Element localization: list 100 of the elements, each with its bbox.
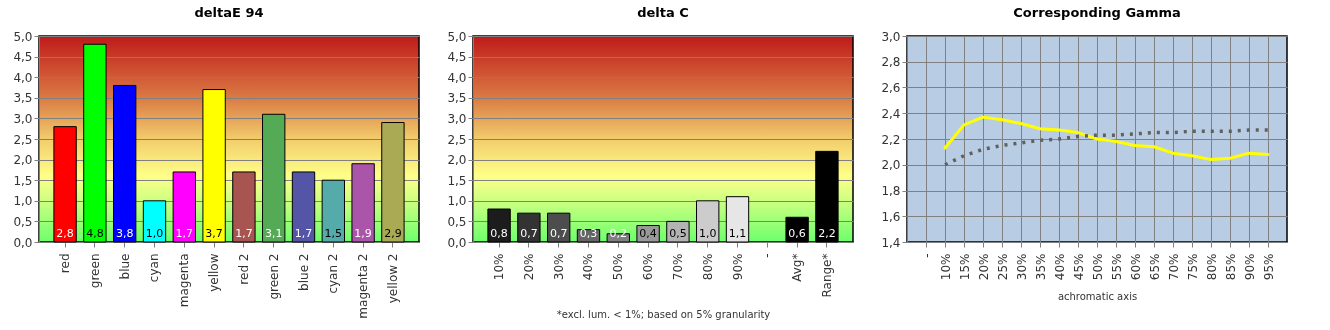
y-tick-label: 3,0 [13, 111, 33, 126]
data-label: 0,7 [520, 227, 538, 240]
data-label: 0,4 [639, 227, 657, 240]
y-tick-label: 1,0 [447, 194, 467, 209]
x-tick-label: red [58, 253, 73, 274]
x-tick-label: 95% [1261, 253, 1276, 281]
data-label: 1,0 [145, 227, 164, 240]
x-tick-label: 50% [611, 253, 626, 281]
x-tick-label: 70% [670, 253, 685, 281]
x-tick-label: yellow [207, 253, 222, 292]
data-label: 0,3 [579, 227, 598, 240]
x-tick-label: 90% [1242, 253, 1257, 281]
x-tick-label: 80% [1204, 253, 1219, 281]
x-tick-label: 40% [581, 253, 596, 281]
x-tick-label: 75% [1185, 253, 1200, 281]
x-tick-label: 80% [700, 253, 715, 281]
chart-title: deltaE 94 [194, 5, 264, 20]
y-tick-label: 2,6 [881, 81, 901, 95]
x-tick-label: red 2 [236, 253, 251, 285]
y-tick-label: 4,0 [447, 70, 467, 85]
data-label: 3,7 [205, 227, 223, 240]
x-tick-label: blue 2 [296, 253, 311, 291]
data-label: 1,7 [294, 227, 313, 240]
x-tick-label: 25% [995, 253, 1010, 281]
x-tick-label: 40% [1052, 253, 1067, 281]
x-tick-label: 45% [1071, 253, 1086, 281]
data-label: 1,9 [354, 227, 372, 240]
data-label: 0,7 [549, 227, 568, 240]
y-tick-label: 2,2 [881, 132, 901, 147]
x-tick-label: Avg* [790, 253, 805, 282]
y-tick-label: 1,5 [13, 173, 33, 188]
y-tick-label: 3,5 [13, 91, 33, 106]
x-tick-label: green 2 [266, 253, 281, 300]
x-tick-label: magenta 2 [356, 253, 371, 319]
data-label: 1,0 [698, 227, 717, 240]
x-tick-label: 30% [1014, 253, 1029, 281]
y-tick-label: 1,4 [881, 235, 901, 250]
x-tick-label: yellow 2 [385, 253, 400, 304]
x-tick-label: green [87, 253, 102, 289]
y-tick-label: 2,0 [881, 158, 901, 173]
x-tick-label: 60% [1128, 253, 1143, 281]
y-tick-label: 5,0 [447, 29, 467, 44]
data-label: 0,5 [669, 227, 687, 240]
y-tick-label: 2,0 [13, 153, 33, 168]
x-tick-label: magenta [177, 253, 192, 308]
x-tick-label: 65% [1147, 253, 1162, 281]
y-tick-label: 3,5 [447, 91, 467, 106]
x-tick-label: 10% [938, 253, 953, 281]
data-label: 0,6 [788, 227, 806, 240]
y-tick-label: 4,5 [13, 50, 33, 65]
y-tick-label: 1,5 [447, 173, 467, 188]
data-label: 1,7 [175, 227, 194, 240]
chart-title: Corresponding Gamma [1013, 5, 1181, 20]
x-tick-label: 20% [521, 253, 536, 281]
data-label: 2,2 [818, 227, 836, 240]
text: *excl. lum. < 1%; based on 5% granularity [556, 308, 771, 320]
x-tick-label: blue [117, 253, 132, 280]
y-tick-label: 2,5 [447, 132, 467, 147]
data-label: 2,9 [384, 227, 402, 240]
y-tick-label: 4,0 [13, 70, 33, 85]
x-tick-label: 35% [1033, 253, 1048, 281]
y-tick-label: 1,6 [881, 209, 901, 224]
line-series [943, 128, 1270, 167]
y-tick-label: 5,0 [13, 29, 33, 44]
y-tick-label: 4,5 [447, 50, 467, 65]
x-tick-label: - [760, 253, 775, 258]
y-tick-label: 1,0 [13, 194, 33, 209]
data-label: 3,8 [115, 227, 134, 240]
x-tick-label: 90% [730, 253, 745, 281]
data-label: 4,8 [86, 227, 104, 240]
data-label: 1,7 [235, 227, 253, 240]
x-axis-title: achromatic axis [1057, 291, 1138, 303]
y-tick-label: 0,5 [447, 214, 467, 229]
data-label: 1,5 [324, 227, 343, 240]
x-tick-label: 20% [976, 253, 991, 281]
x-tick-label: Range* [819, 253, 834, 298]
x-tick-label: 10% [492, 253, 507, 281]
x-tick-label: cyan [147, 253, 162, 283]
y-tick-label: 2,5 [13, 132, 33, 147]
data-label: 2,8 [56, 227, 74, 240]
x-tick-label: 60% [641, 253, 656, 281]
x-tick-label: - [919, 253, 934, 258]
y-tick-label: 3,0 [447, 111, 467, 126]
data-label: 0,2 [609, 227, 628, 240]
x-tick-label: 30% [551, 253, 566, 281]
y-tick-label: 2,8 [881, 55, 901, 70]
x-tick-label: 85% [1223, 253, 1238, 281]
x-tick-label: cyan 2 [326, 253, 341, 294]
data-label: 1,1 [728, 227, 747, 240]
y-tick-label: 2,4 [881, 106, 901, 121]
x-tick-label: 50% [1090, 253, 1105, 281]
chart-title: delta C [637, 5, 689, 20]
y-tick-label: 3,0 [881, 29, 901, 44]
data-label: 3,1 [264, 227, 283, 240]
y-tick-label: 0,5 [13, 214, 33, 229]
y-tick-label: 1,8 [881, 184, 901, 198]
line-series [943, 115, 1270, 162]
y-tick-label: 0,0 [447, 235, 467, 250]
y-tick-label: 2,0 [447, 153, 467, 168]
data-label: 0,8 [490, 227, 508, 240]
